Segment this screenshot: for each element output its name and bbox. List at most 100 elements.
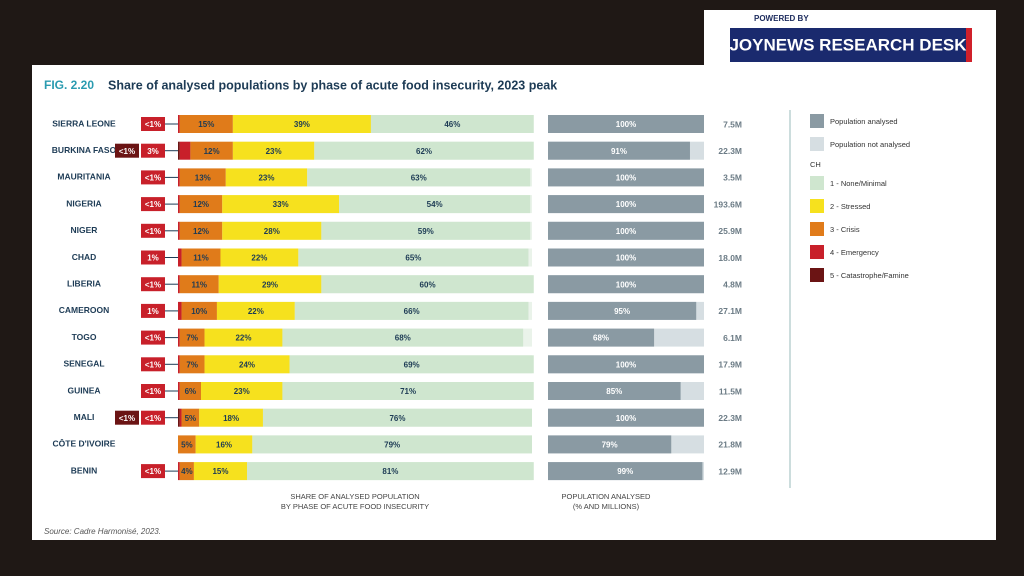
legend-swatch [810,222,824,236]
callout-box [141,143,165,158]
bar-segment [216,301,295,320]
analysed-bar [548,435,672,454]
population-label: 4.8M [723,279,742,289]
segment-label: 54% [427,200,443,209]
callout-label: <1% [145,387,161,396]
bar-segment [222,195,340,214]
callout-box [141,223,165,238]
bar-segment [282,328,524,347]
population-label: 12.9M [718,466,742,476]
source: Source: Cadre Harmonisé, 2023. [44,527,161,536]
segment-label: 28% [264,227,280,236]
analysed-bar [548,408,704,427]
segment-label: 62% [416,147,432,156]
category-label: LIBERIA [67,278,101,288]
bar-segment [199,408,263,427]
bar-segment [179,408,182,427]
analysed-bar [548,195,704,214]
bar-segment [178,168,180,187]
bar-segment [232,141,315,160]
segment-label: 66% [404,307,420,316]
segment-label: 7% [186,334,198,343]
analysed-label: 100% [616,200,636,209]
callout-box [141,384,165,398]
bar-segment [179,195,223,214]
segment-label: 22% [251,254,267,263]
banner-name: JOYNEWS RESEARCH DESK [729,35,967,54]
bar-segment [204,355,290,374]
bar-segment [178,248,182,267]
callout-box [115,410,139,425]
x-axis-label: POPULATION ANALYSED [562,492,651,501]
bar-segment [178,221,180,240]
analysed-label: 100% [616,227,636,236]
population-label: 3.5M [723,173,742,183]
analysed-bar [548,115,704,133]
bar-segment [282,382,534,400]
banner-powered: POWERED BY [754,14,809,23]
analysed-label: 100% [616,174,636,183]
bar-segment [178,195,180,214]
segment-label: 15% [198,120,214,129]
segment-label: 59% [418,227,434,236]
analysed-label: 100% [616,414,636,423]
bar-segment [179,382,202,400]
analysed-bar [548,221,704,240]
callout-label: <1% [145,174,161,183]
bar-segment [262,408,532,427]
bar-segment [252,435,532,454]
bar-segment [201,382,283,400]
analysed-label: 79% [602,441,618,450]
analysed-bar [548,248,704,267]
segment-label: 63% [411,174,427,183]
bar-segment [179,168,226,187]
callout-label: <1% [145,200,161,209]
legend-swatch [810,245,824,259]
callout-label: <1% [145,227,161,236]
segment-label: 4% [181,467,193,476]
callout-label: 1% [147,307,159,316]
category-label: CAMEROON [59,305,110,315]
population-label: 27.1M [718,306,742,316]
segment-label: 68% [395,334,411,343]
legend-label: 1 - None/Minimal [830,179,887,188]
bar-segment [181,248,221,267]
callout-label: <1% [119,147,135,156]
bar-segment [181,408,200,427]
banner-box [730,28,968,62]
legend-label: 5 - Catastrophe/Famine [830,271,909,280]
population-label: 22.3M [718,146,742,156]
bar-segment [179,275,219,294]
analysed-bar [548,462,703,481]
callout-label: <1% [145,414,161,423]
bar-segment [193,462,248,481]
segment-label: 7% [186,360,198,369]
callout-box [141,197,165,212]
category-label: BURKINA FASO [52,145,117,155]
segment-label: 16% [216,441,232,450]
segment-label: 79% [384,441,400,450]
category-label: GUINEA [67,385,100,395]
segment-label: 15% [212,467,228,476]
analysed-label: 100% [616,280,636,289]
callout-box [141,277,165,292]
bar-segment [178,462,180,481]
legend-swatch [810,137,824,151]
population-label: 7.5M [723,119,742,129]
legend-label: 3 - Crisis [830,225,860,234]
analysed-label: 68% [593,334,609,343]
callout-box [141,330,165,345]
bar-segment [190,141,233,160]
population-label: 17.9M [718,360,742,370]
segment-label: 5% [181,441,193,450]
category-label: MALI [74,412,95,422]
segment-label: 81% [382,467,398,476]
bar-segment [307,168,531,187]
bar-segment [298,248,529,267]
callout-label: <1% [145,467,161,476]
callout-box [141,410,165,425]
category-label: CÔTE D'IVOIRE [53,438,116,449]
bar-segment [178,141,180,160]
